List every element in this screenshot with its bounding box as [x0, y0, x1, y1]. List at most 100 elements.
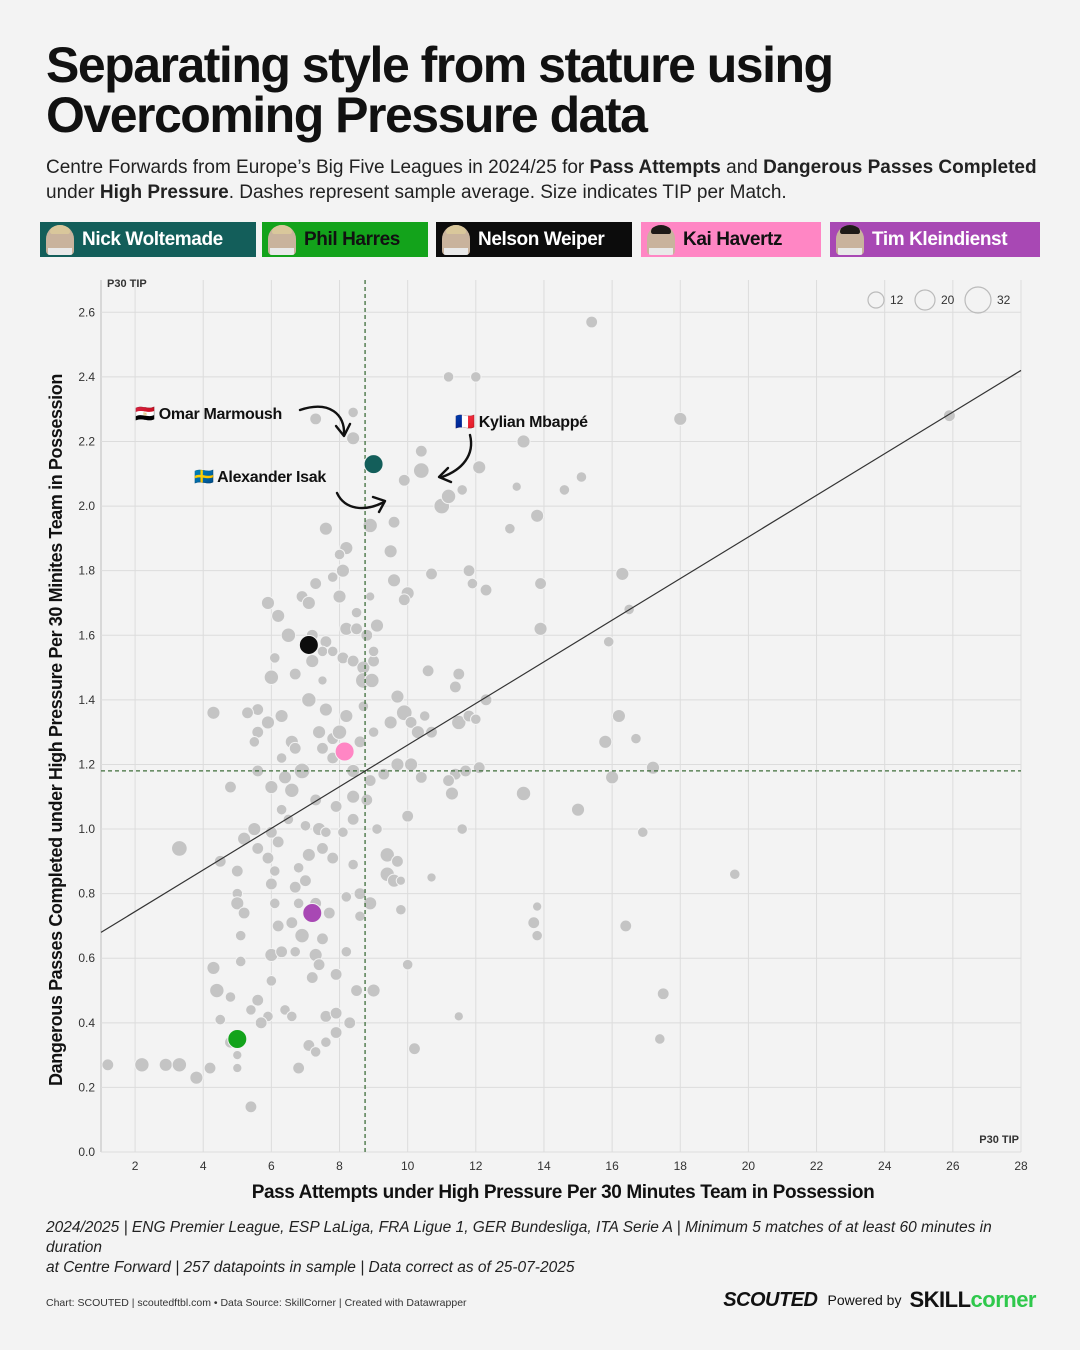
- powered-by-text: Powered by: [827, 1292, 902, 1308]
- data-point: [214, 1013, 227, 1026]
- data-point: [532, 901, 543, 912]
- data-point: [367, 726, 380, 738]
- data-point: [456, 484, 468, 496]
- arrow-kylian-mbappe: [437, 433, 473, 484]
- highlight-point-kai-havertz: [334, 741, 355, 762]
- data-point: [294, 927, 310, 944]
- data-point: [379, 847, 395, 863]
- data-point: [309, 1046, 322, 1058]
- data-point: [387, 515, 401, 529]
- player-legend: Nick Woltemade Phil Harres Nelson Weiper…: [40, 222, 1040, 257]
- data-point: [265, 975, 278, 987]
- y-tick-label: 1.4: [78, 693, 95, 707]
- data-point: [442, 371, 455, 383]
- data-point: [472, 460, 487, 475]
- data-point: [353, 887, 367, 901]
- data-point: [171, 840, 188, 857]
- data-point: [531, 929, 543, 942]
- y-tick-label: 2.0: [78, 499, 95, 513]
- legend-label: Phil Harres: [304, 228, 400, 250]
- data-point: [171, 1057, 188, 1073]
- axis-tick-labels: 2 4 6 8 10 12 14 16 18 20 22 24 26 280.00.20.40.60.81…: [46, 278, 1028, 1203]
- data-point: [241, 706, 254, 720]
- data-point: [448, 680, 462, 694]
- subtitle-text: under: [46, 182, 100, 203]
- note-line-2: at Centre Forward | 257 datapoints in sa…: [46, 1259, 575, 1276]
- data-point: [292, 1061, 306, 1075]
- data-point: [268, 865, 281, 877]
- data-point: [377, 767, 391, 781]
- data-point: [271, 835, 285, 849]
- subtitle-bold: Pass Attempts: [589, 157, 721, 178]
- data-point: [360, 628, 374, 642]
- data-point: [418, 710, 431, 722]
- data-point: [598, 734, 613, 749]
- size-legend-label: 12: [890, 293, 904, 307]
- data-point: [189, 1070, 204, 1085]
- data-point: [401, 809, 415, 823]
- data-point: [329, 1026, 343, 1039]
- title-line-2: Overcoming Pressure data: [46, 87, 648, 143]
- annotation-kylian-mbappe: 🇫🇷 Kylian Mbappé: [455, 413, 588, 431]
- data-point: [673, 411, 688, 426]
- data-point: [301, 595, 316, 611]
- data-point: [245, 1004, 257, 1016]
- data-point: [353, 735, 367, 749]
- data-point: [340, 891, 353, 903]
- data-point: [504, 522, 516, 535]
- x-corner-label: P30 TIP: [979, 1134, 1019, 1146]
- y-corner-label: P30 TIP: [107, 278, 147, 290]
- data-point: [335, 563, 350, 578]
- brand-logos: SCOUTED Powered by SKILL corner: [723, 1287, 1036, 1313]
- arrow-head: [371, 495, 387, 514]
- x-tick-label: 16: [605, 1159, 619, 1173]
- data-point: [301, 692, 317, 708]
- x-tick-label: 12: [469, 1159, 483, 1173]
- data-point: [346, 654, 360, 668]
- data-point: [224, 991, 237, 1003]
- data-point: [645, 760, 661, 775]
- data-point: [346, 789, 361, 804]
- scouted-logo: SCOUTED: [723, 1288, 818, 1311]
- data-point: [206, 960, 221, 975]
- data-point: [362, 517, 378, 534]
- data-point: [414, 444, 428, 458]
- data-point: [260, 715, 276, 730]
- data-point: [383, 544, 398, 559]
- data-point: [329, 800, 343, 813]
- chart-subtitle: Centre Forwards from Europe’s Big Five L…: [46, 155, 1046, 205]
- y-tick-label: 1.2: [78, 757, 95, 771]
- data-point: [354, 910, 366, 923]
- data-point: [363, 774, 377, 788]
- highlight-point-nelson-weiper: [298, 634, 319, 655]
- data-point: [444, 786, 460, 801]
- data-point: [312, 725, 327, 740]
- data-point: [316, 741, 329, 755]
- data-point: [299, 874, 312, 888]
- x-tick-label: 28: [1014, 1159, 1028, 1173]
- data-point: [440, 488, 457, 505]
- y-tick-label: 2.4: [78, 370, 95, 384]
- credits: Chart: SCOUTED | scoutedftbl.com • Data …: [46, 1297, 467, 1309]
- data-point: [397, 473, 411, 487]
- data-point: [442, 774, 455, 788]
- trend-line: [100, 369, 1022, 933]
- data-point: [383, 715, 398, 730]
- data-point: [426, 872, 437, 883]
- data-point: [425, 567, 438, 581]
- data-point: [602, 635, 615, 648]
- x-tick-label: 26: [946, 1159, 960, 1173]
- arrow-path: [440, 433, 473, 479]
- data-point: [232, 1062, 243, 1074]
- data-point: [322, 906, 336, 920]
- data-point: [365, 591, 376, 602]
- data-point: [234, 955, 247, 968]
- size-legend: 12 20 32: [867, 286, 1011, 314]
- data-point: [305, 971, 319, 985]
- data-point: [343, 1016, 357, 1030]
- data-point: [329, 1006, 343, 1020]
- data-point: [534, 577, 547, 591]
- data-point: [158, 1057, 173, 1072]
- data-point: [470, 371, 482, 383]
- data-point: [333, 548, 346, 561]
